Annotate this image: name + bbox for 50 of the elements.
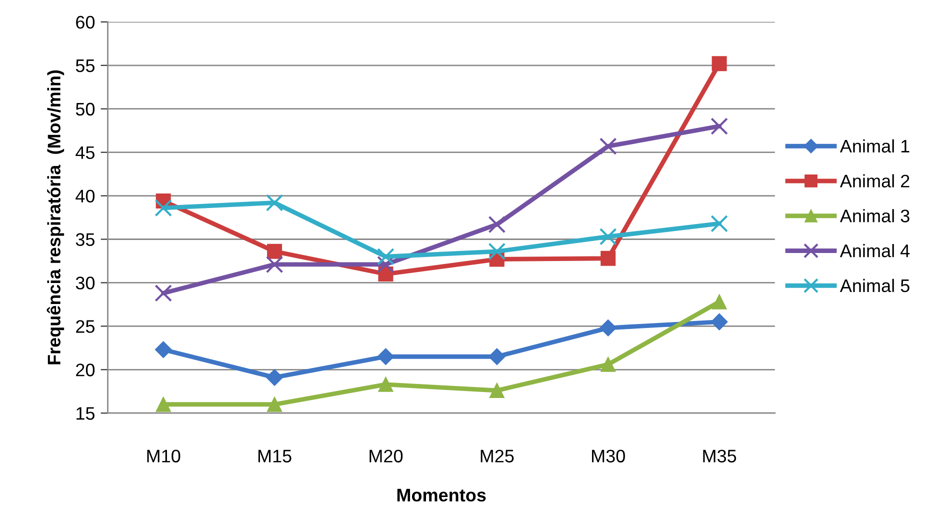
point bbox=[156, 396, 171, 412]
y-tick-label: 15 bbox=[76, 407, 94, 420]
point bbox=[154, 284, 172, 302]
point bbox=[266, 256, 284, 274]
y-tick-label: 40 bbox=[76, 190, 95, 203]
point bbox=[600, 356, 616, 372]
point bbox=[154, 341, 172, 358]
y-tick-label: 35 bbox=[76, 233, 94, 246]
y-tick-label: 30 bbox=[76, 276, 95, 290]
point bbox=[488, 242, 506, 260]
point bbox=[712, 56, 727, 72]
y-tick-label: 60 bbox=[76, 16, 95, 29]
point bbox=[154, 199, 172, 217]
point bbox=[377, 248, 394, 266]
point bbox=[600, 320, 617, 336]
point bbox=[599, 138, 617, 155]
point bbox=[377, 256, 394, 274]
y-tick-label: 20 bbox=[76, 364, 95, 376]
legend-label: Animal 5 bbox=[840, 278, 910, 292]
point bbox=[378, 376, 394, 392]
point bbox=[489, 383, 504, 398]
point bbox=[266, 194, 284, 212]
legend-label: Animal 3 bbox=[840, 209, 910, 222]
point bbox=[599, 228, 617, 246]
y-tick-label: 25 bbox=[76, 320, 94, 333]
point bbox=[710, 118, 728, 135]
legend-label: Animal 1 bbox=[840, 139, 910, 153]
legend-label: Animal 2 bbox=[840, 174, 910, 188]
x-tick-label: M15 bbox=[258, 450, 292, 462]
point bbox=[267, 396, 282, 412]
x-axis-title: Momentos bbox=[397, 488, 486, 502]
point bbox=[267, 244, 282, 259]
y-axis-title: Frequência respiratória (Mov/min) bbox=[46, 70, 64, 364]
point bbox=[488, 348, 506, 366]
point bbox=[600, 250, 616, 266]
point bbox=[266, 369, 283, 386]
x-tick-label: M20 bbox=[370, 450, 403, 462]
legend-label: Animal 4 bbox=[840, 244, 910, 258]
x-tick-label: M10 bbox=[147, 450, 180, 462]
y-tick-label: 45 bbox=[76, 146, 94, 160]
point bbox=[377, 348, 394, 366]
y-tick-label: 50 bbox=[76, 102, 95, 116]
point bbox=[488, 216, 506, 234]
x-tick-label: M25 bbox=[480, 450, 514, 462]
point bbox=[712, 294, 727, 310]
point bbox=[710, 214, 728, 232]
point bbox=[710, 313, 728, 330]
y-tick-label: 55 bbox=[76, 60, 94, 72]
x-tick-label: M35 bbox=[703, 450, 736, 462]
x-tick-label: M30 bbox=[592, 450, 625, 462]
